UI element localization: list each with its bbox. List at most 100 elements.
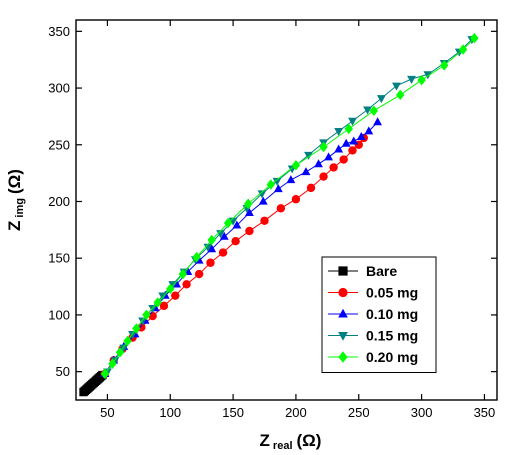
data-point (192, 251, 201, 263)
data-point (148, 311, 157, 321)
data-point (128, 331, 137, 340)
y-tick-label: 50 (56, 364, 70, 379)
data-point (273, 184, 283, 193)
data-point (319, 172, 328, 181)
data-point (369, 105, 379, 116)
data-point (319, 141, 328, 153)
y-tick-label: 300 (48, 81, 70, 96)
x-tick-label: 250 (348, 405, 370, 420)
x-tick-label: 300 (411, 405, 433, 420)
data-point (356, 132, 366, 140)
data-point (304, 151, 313, 160)
data-point (329, 163, 338, 172)
data-point (348, 117, 357, 126)
data-point (341, 138, 351, 147)
legend-marker (338, 287, 348, 298)
legend-marker (338, 308, 348, 318)
data-point (232, 220, 242, 229)
data-point (218, 248, 228, 257)
legend-marker (338, 332, 348, 341)
data-point (138, 317, 148, 326)
data-point (334, 144, 344, 153)
data-point (203, 243, 213, 252)
y-tick-label: 100 (48, 307, 70, 322)
plot-area (79, 32, 479, 397)
legend-label: 0.15 mg (366, 328, 418, 344)
legend-entry-2: 0.10 mg (328, 306, 418, 322)
y-tick-label: 350 (48, 24, 70, 39)
x-tick-label: 200 (285, 405, 307, 420)
data-point (231, 236, 240, 246)
data-point (440, 60, 449, 71)
data-point (245, 208, 254, 216)
data-point (376, 95, 386, 104)
data-point (207, 244, 217, 253)
data-point (159, 301, 169, 311)
data-point (100, 368, 110, 380)
y-tick-label: 150 (48, 251, 70, 266)
data-point (166, 283, 175, 295)
legend-marker (338, 351, 348, 363)
axes: 50 100 150 200 250 300 350 50 100 150 200 250 300 350… (5, 19, 498, 452)
data-point (314, 159, 323, 168)
data-point (470, 32, 479, 44)
x-tick-label: 50 (100, 405, 114, 420)
x-tick-label: 150 (222, 405, 244, 420)
data-point (142, 309, 151, 321)
data-point (286, 175, 296, 184)
data-point (276, 204, 286, 213)
data-point (108, 358, 117, 369)
data-point (216, 230, 225, 239)
data-point (272, 177, 282, 186)
legend-label: 0.05 mg (366, 285, 418, 301)
data-point (306, 183, 316, 193)
data-point (458, 44, 468, 55)
data-point (115, 347, 125, 358)
legend: Bare 0.05 mg 0.10 mg 0.15 mg 0.20 mg (321, 256, 437, 373)
x-tick-label: 100 (159, 405, 181, 420)
data-point (344, 123, 353, 135)
data-point (364, 126, 374, 135)
data-point (324, 152, 334, 161)
data-point (291, 159, 301, 171)
y-tick-label: 200 (48, 194, 70, 209)
data-point (123, 335, 132, 347)
data-point (396, 89, 405, 101)
data-point (417, 74, 426, 86)
data-point (392, 82, 401, 91)
data-point (132, 323, 141, 334)
data-point (206, 258, 215, 267)
x-tick-label: 350 (474, 405, 496, 420)
data-point (348, 146, 357, 155)
legend-label: 0.10 mg (366, 306, 418, 322)
legend-label: 0.20 mg (366, 349, 418, 365)
legend-entry-3: 0.15 mg (328, 328, 418, 344)
data-point (423, 71, 433, 80)
data-point (349, 136, 359, 145)
legend-entry-4: 0.20 mg (328, 349, 418, 365)
data-point (228, 217, 238, 226)
plot-frame (75, 19, 498, 401)
data-point (207, 234, 216, 246)
legend-entry-0: Bare (328, 263, 397, 279)
data-point (178, 268, 188, 280)
data-point (260, 216, 269, 225)
data-point (257, 190, 267, 199)
data-point (245, 226, 254, 236)
y-axis-title: Zimg(Ω) (5, 169, 26, 231)
data-point (171, 291, 180, 300)
data-point (219, 231, 229, 240)
data-point (373, 117, 383, 126)
data-point (301, 167, 311, 176)
data-point (148, 304, 158, 313)
data-point (243, 198, 253, 210)
data-point (258, 196, 268, 205)
data-point (153, 297, 162, 308)
legend-entry-1: 0.05 mg (328, 285, 418, 301)
series-4 (100, 32, 479, 380)
data-point (266, 179, 275, 190)
legend-marker (338, 266, 348, 276)
data-point (119, 344, 129, 353)
